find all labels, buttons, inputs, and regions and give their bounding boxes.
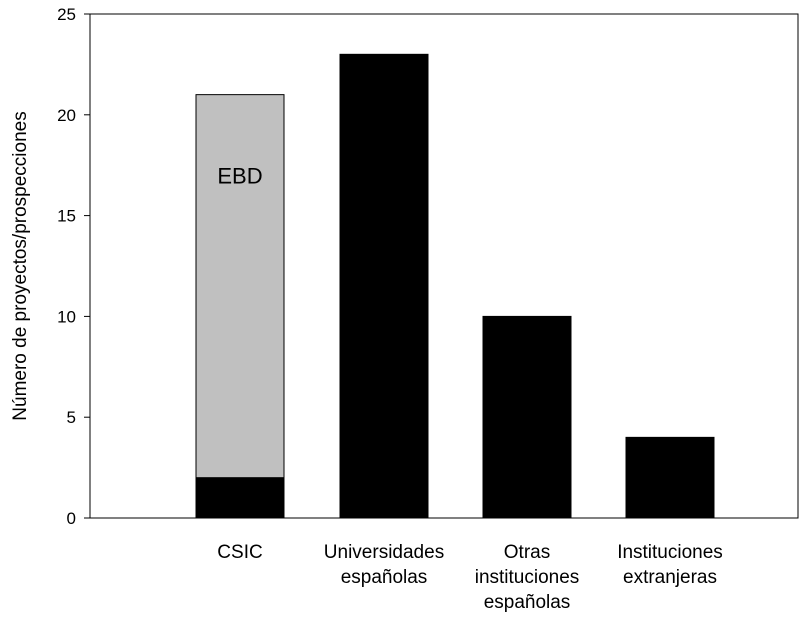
x-category-label-line: españolas bbox=[484, 592, 571, 613]
y-tick-label-25: 25 bbox=[57, 5, 76, 24]
y-tick-label-20: 20 bbox=[57, 106, 76, 125]
x-category-label-0: CSIC bbox=[217, 542, 262, 563]
x-category-label-line: Otras bbox=[504, 542, 550, 563]
x-axis-labels: CSIC Universidades españolas Otras instituci… bbox=[217, 542, 723, 613]
annotation-ebd: EBD bbox=[217, 163, 262, 188]
x-category-label-2: Otras instituciones españolas bbox=[475, 542, 580, 613]
plot-frame bbox=[89, 13, 799, 519]
y-axis: 0 5 10 15 20 25 bbox=[57, 5, 90, 528]
x-category-label-line: Instituciones bbox=[617, 542, 723, 563]
x-category-label-line: CSIC bbox=[217, 542, 262, 563]
x-category-label-1: Universidades españolas bbox=[324, 542, 444, 588]
y-axis-title: Número de proyectos/prospecciones bbox=[10, 111, 31, 420]
x-category-label-line: Universidades bbox=[324, 542, 444, 563]
bars-group bbox=[195, 53, 715, 519]
bar-ebd-0 bbox=[195, 94, 285, 479]
bar-series-0-0 bbox=[195, 477, 285, 519]
bar-series-0-2 bbox=[482, 315, 572, 519]
y-tick-label-10: 10 bbox=[57, 307, 76, 326]
bar-series-0-1 bbox=[339, 53, 429, 519]
y-tick-label-0: 0 bbox=[67, 509, 76, 528]
y-tick-label-5: 5 bbox=[67, 408, 76, 427]
x-category-label-3: Instituciones extranjeras bbox=[617, 542, 723, 588]
x-category-label-line: extranjeras bbox=[623, 567, 717, 588]
plot-border bbox=[89, 13, 799, 519]
x-category-label-line: españolas bbox=[341, 567, 428, 588]
x-category-label-line: instituciones bbox=[475, 567, 580, 588]
y-tick-label-15: 15 bbox=[57, 207, 76, 226]
bar-series-0-3 bbox=[625, 436, 715, 519]
annotations: EBD bbox=[217, 163, 262, 188]
